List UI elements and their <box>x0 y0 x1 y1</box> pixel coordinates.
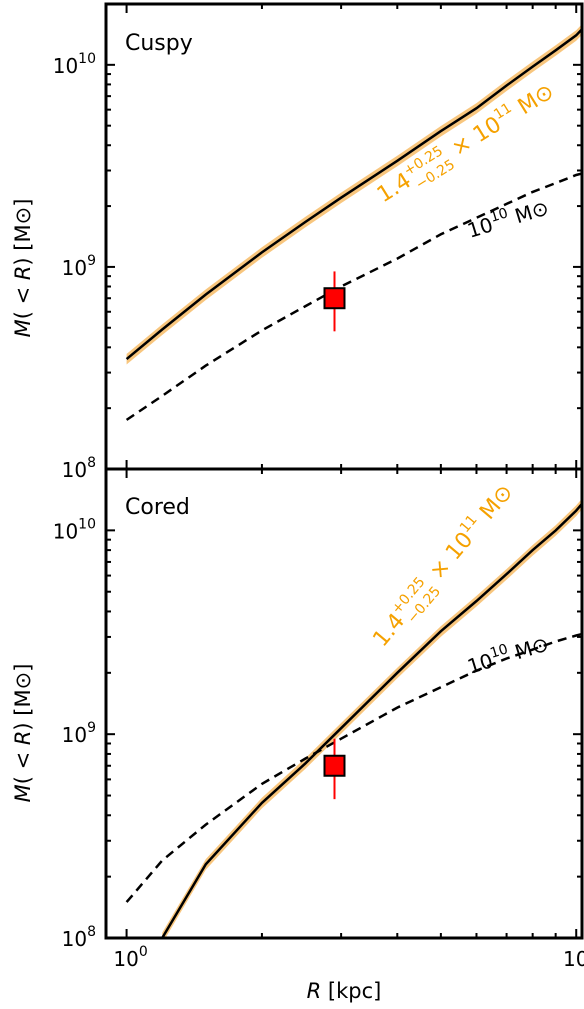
cuspy-axes-frame <box>104 2 584 471</box>
cuspy-ticks <box>106 3 582 470</box>
cored-ticks <box>106 468 582 939</box>
y-axis-label-bottom-r: R <box>11 731 35 746</box>
cored-1e10-label-unit: M⊙ <box>506 631 552 666</box>
x-tick-label: 101 <box>563 944 584 971</box>
y-axis-label-bottom-suffix: ) [M⊙] <box>11 664 35 731</box>
y-axis-label-bottom: M( < R) [M⊙] <box>11 664 35 803</box>
cored-panel-title: Cored <box>125 495 190 520</box>
x-tick-labels: 100 101 <box>113 944 584 971</box>
y-axis-label-top-r: R <box>11 266 35 281</box>
cored-1e10-label-exp: 10 <box>488 641 510 662</box>
x-tick-label: 100 <box>113 944 147 971</box>
y-tick-label: 1010 <box>53 516 96 543</box>
cuspy-1e10-label: 1010 M⊙ <box>464 193 552 242</box>
cuspy-1e10-label-unit: M⊙ <box>506 195 552 230</box>
x-axis-label-unit: [kpc] <box>321 979 381 1003</box>
cored-1e10-curve <box>125 632 582 903</box>
cuspy-fit-curve <box>125 28 582 361</box>
cuspy-1e10-label-exp: 10 <box>488 205 510 226</box>
y-tick-label: 108 <box>62 924 96 951</box>
panel-cuspy: Cuspy 1.4+0.25−0.25 × 1011 M⊙ 1010 M⊙ <box>104 2 584 471</box>
x-axis-label: R [kpc] <box>307 979 382 1003</box>
cored-data-point <box>323 754 346 777</box>
cored-fit-label-suffix: × 10 <box>420 528 478 590</box>
y-axis-label-top: M( < R) [M⊙] <box>11 199 35 338</box>
cuspy-data-point <box>323 287 346 310</box>
y-axis-label-top-suffix: ) [M⊙] <box>11 199 35 266</box>
cuspy-panel-title: Cuspy <box>125 31 193 56</box>
y-axis-label-bottom-m: M <box>11 784 35 802</box>
cuspy-fit-label-unit: M⊙ <box>508 79 559 124</box>
cuspy-1e10-curve <box>125 172 582 421</box>
y-tick-label: 109 <box>62 720 96 747</box>
cored-1e10-label: 1010 M⊙ <box>464 629 552 678</box>
y-tick-labels: 108 109 1010 108 109 1010 <box>53 51 96 951</box>
y-tick-label: 108 <box>62 455 96 482</box>
y-axis-label-top-mid: ( < <box>11 280 35 319</box>
cored-axes-frame <box>104 467 584 940</box>
x-axis-label-var: R <box>307 979 322 1003</box>
cored-fit-curve <box>161 502 582 938</box>
y-axis-label-bottom-mid: ( < <box>11 745 35 784</box>
y-axis-label-top-m: M <box>11 319 35 337</box>
panel-cored: Cored 1.4+0.25−0.25 × 1011 M⊙ 1010 M⊙ <box>104 467 584 940</box>
y-tick-label: 1010 <box>53 51 96 78</box>
y-tick-label: 109 <box>62 253 96 280</box>
cuspy-fit-uncertainty-band <box>126 24 582 365</box>
